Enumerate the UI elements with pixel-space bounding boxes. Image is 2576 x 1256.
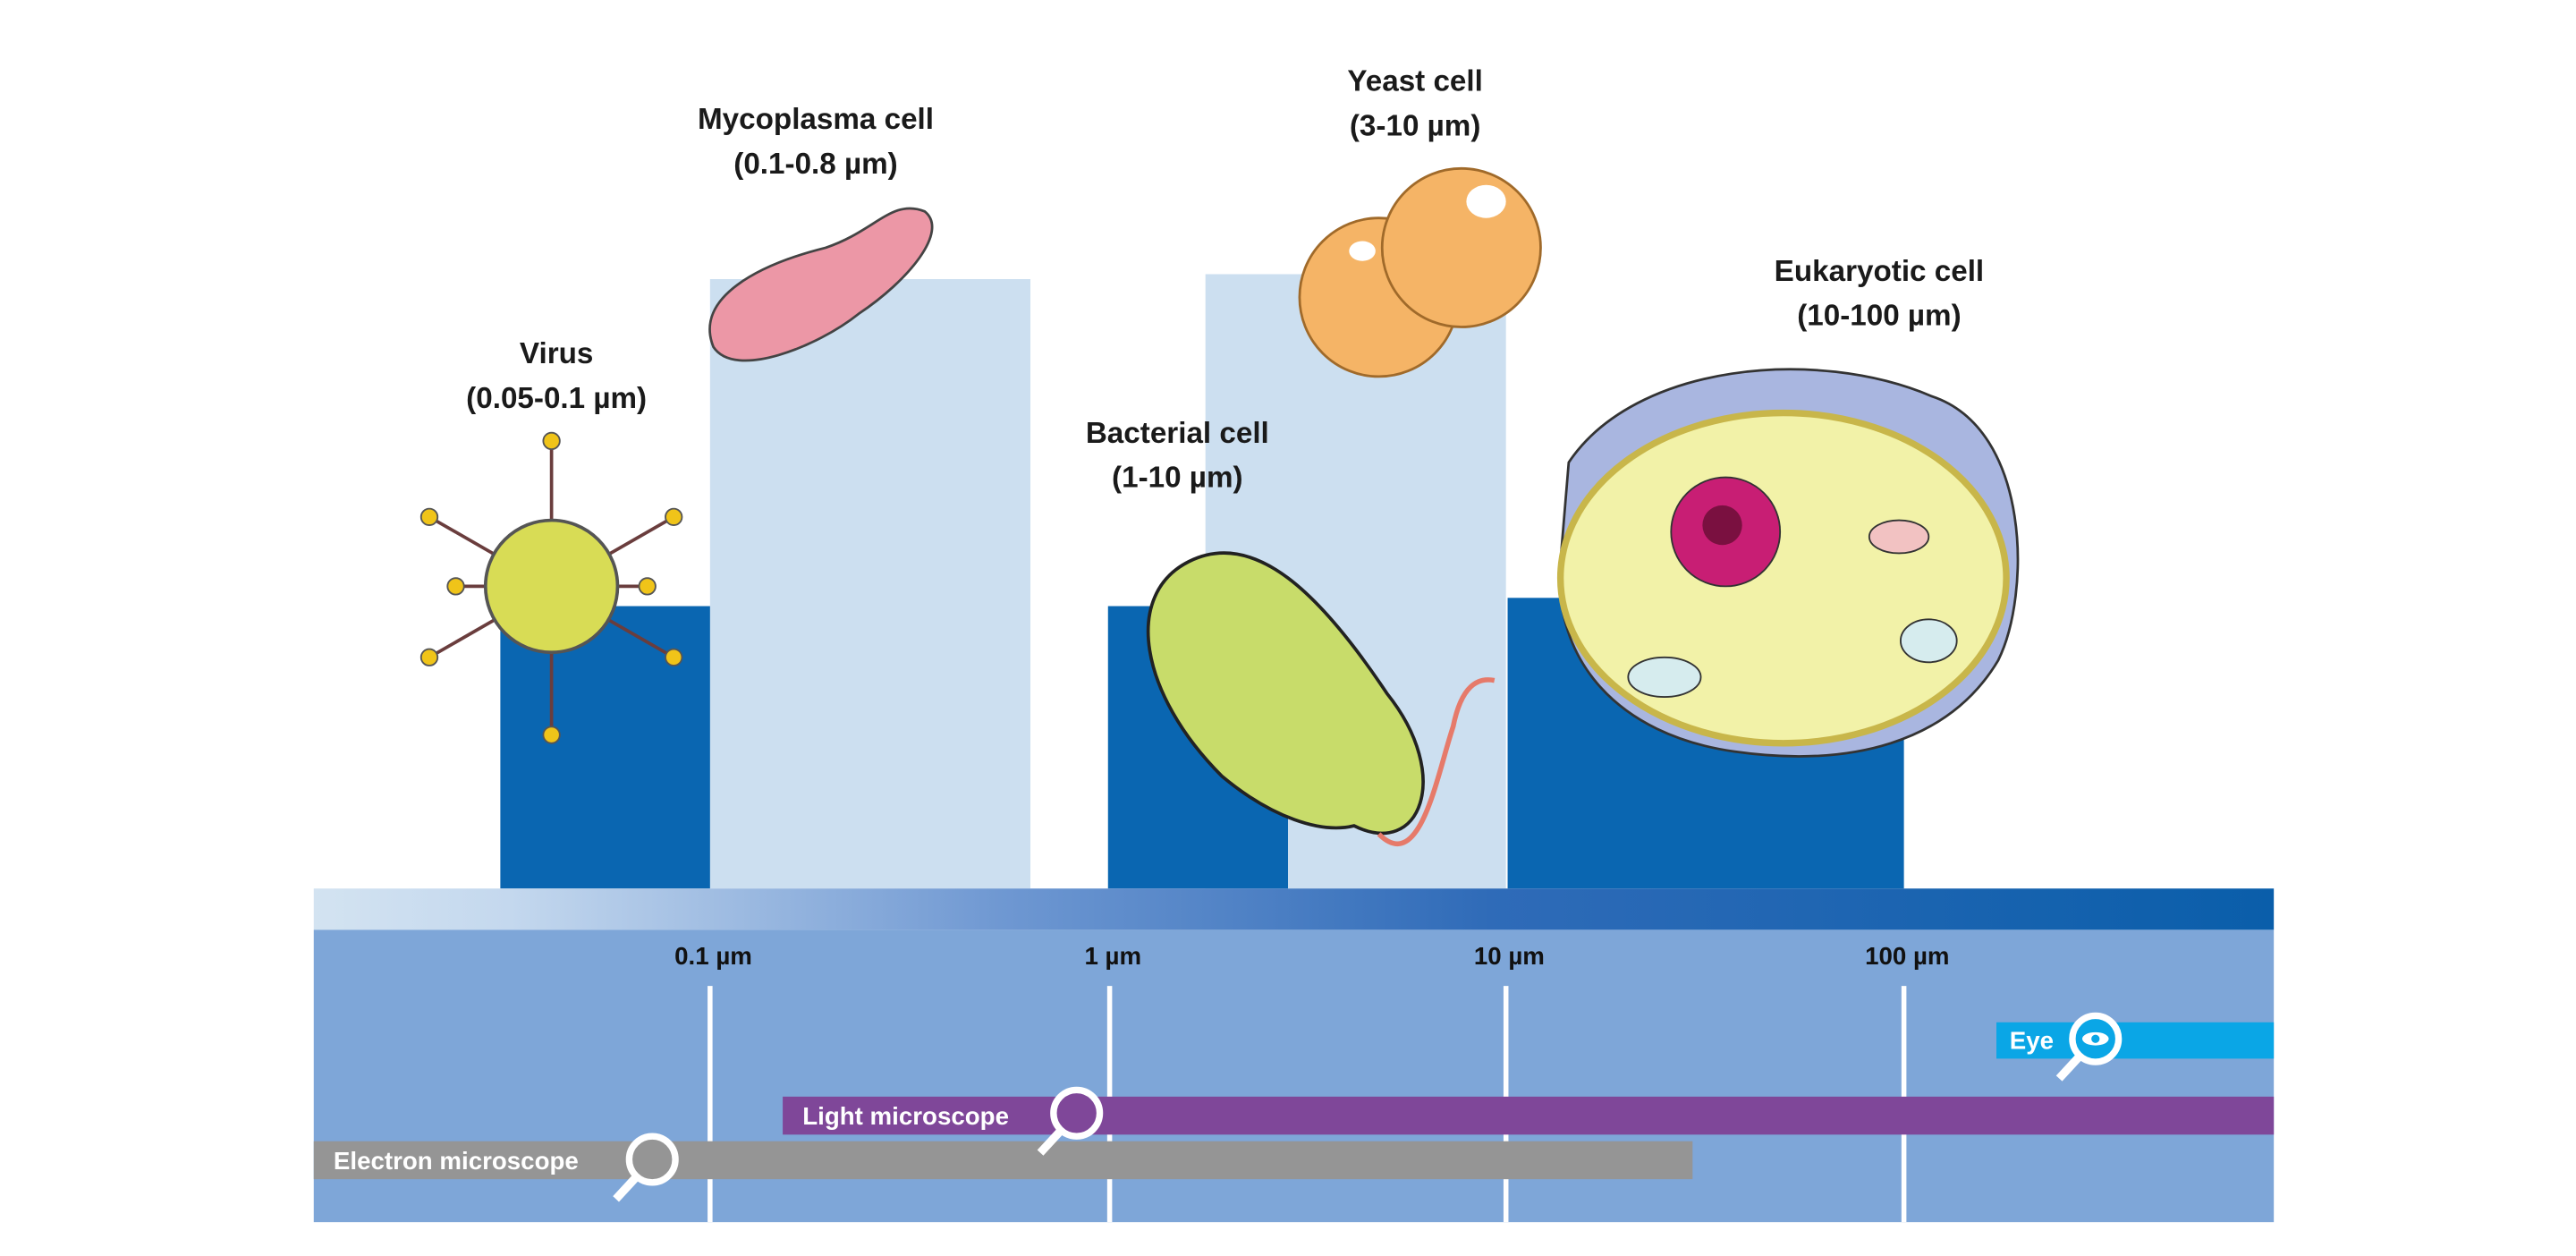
organism-range: (1-10 µm) — [1112, 462, 1243, 495]
tick-label: 0.1 µm — [674, 942, 752, 970]
tool-label: Electron microscope — [334, 1147, 579, 1175]
electron-microscope-bar — [313, 1141, 1693, 1180]
tool-label: Light microscope — [802, 1102, 1009, 1130]
mycoplasma-range — [709, 279, 1030, 889]
bacteria-illustration — [1146, 551, 1496, 846]
tick-label: 100 µm — [1865, 942, 1949, 970]
tick-label: 1 µm — [1084, 942, 1141, 970]
tick-label: 10 µm — [1474, 942, 1545, 970]
eye-bar — [1996, 1022, 2275, 1059]
organism-range: (0.1-0.8 µm) — [733, 148, 897, 181]
light-microscope-bar — [783, 1096, 2275, 1135]
yeast-illustration — [1298, 166, 1542, 378]
eukaryote-illustration — [1556, 368, 2020, 758]
organism-name: Bacterial cell — [1086, 417, 1269, 450]
organism-name: Mycoplasma cell — [698, 103, 934, 136]
organism-name: Eukaryotic cell — [1775, 255, 1985, 288]
tool-label: Eye — [2010, 1026, 2054, 1054]
organism-range: (10-100 µm) — [1797, 300, 1961, 333]
scale-gradient — [313, 888, 2275, 930]
organism-name: Yeast cell — [1347, 65, 1482, 98]
organism-range: (3-10 µm) — [1350, 109, 1481, 142]
organism-range: (0.05-0.1 µm) — [466, 382, 647, 415]
organism-name: Virus — [520, 337, 593, 370]
virus-illustration — [419, 431, 683, 744]
magnifier-icons — [613, 1012, 2123, 1202]
mycoplasma-illustration — [708, 207, 934, 362]
